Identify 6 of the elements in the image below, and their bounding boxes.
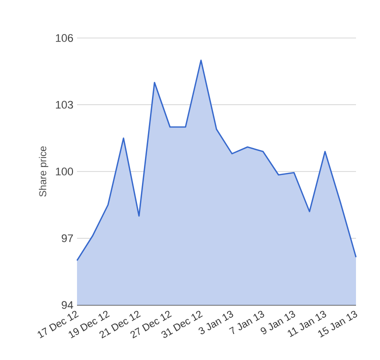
y-axis-title: Share price — [38, 146, 48, 197]
y-tick-label: 97 — [62, 234, 73, 242]
y-tick-label: 94 — [62, 301, 74, 309]
y-tick-label: 103 — [56, 100, 73, 109]
y-tick-label: 100 — [56, 168, 74, 176]
y-tick-label: 106 — [56, 34, 73, 42]
